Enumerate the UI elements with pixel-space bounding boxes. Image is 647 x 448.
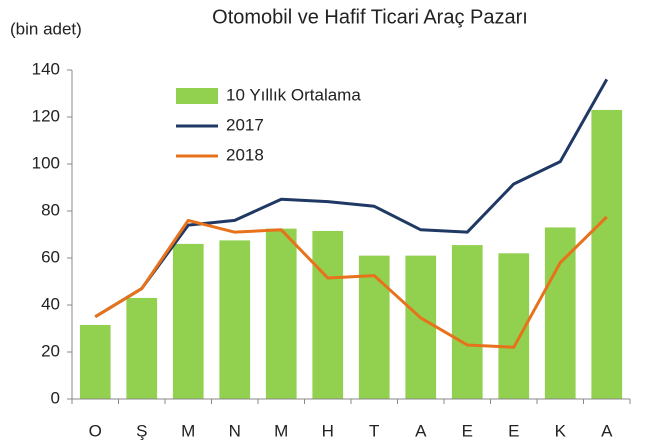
x-tick-label: M — [274, 421, 288, 440]
x-tick-label: A — [601, 421, 613, 440]
legend-label: 10 Yıllık Ortalama — [226, 85, 361, 104]
legend-label: 2018 — [226, 145, 264, 164]
bar — [265, 228, 297, 399]
x-tick-label: Ş — [136, 421, 147, 440]
y-tick-label: 20 — [41, 341, 60, 360]
bar — [172, 243, 204, 399]
bar — [591, 109, 623, 399]
bar — [451, 245, 483, 399]
x-tick-label: E — [508, 421, 519, 440]
x-tick-label: E — [462, 421, 473, 440]
y-tick-label: 120 — [32, 106, 60, 125]
line — [94, 78, 609, 319]
x-tick-label: T — [369, 421, 379, 440]
line — [94, 215, 608, 349]
y-tick-label: 140 — [32, 59, 60, 78]
legend-swatch — [176, 88, 218, 104]
bar — [358, 255, 390, 399]
bar — [405, 255, 437, 399]
x-tick-label: M — [181, 421, 195, 440]
x-tick-label: K — [555, 421, 567, 440]
y-axis-label: (bin adet) — [10, 19, 82, 38]
y-tick-label: 100 — [32, 153, 60, 172]
bar — [544, 227, 576, 399]
chart-title: Otomobil ve Hafif Ticari Araç Pazarı — [212, 6, 528, 28]
x-tick-label: O — [89, 421, 102, 440]
legend-label: 2017 — [226, 115, 264, 134]
y-tick-label: 80 — [41, 200, 60, 219]
y-tick-label: 40 — [41, 294, 60, 313]
x-tick-label: A — [415, 421, 427, 440]
bar — [312, 230, 344, 399]
bar — [79, 324, 111, 399]
bar — [219, 240, 251, 399]
y-tick-label: 0 — [51, 388, 60, 407]
x-tick-label: H — [322, 421, 334, 440]
y-tick-label: 60 — [41, 247, 60, 266]
x-tick-label: N — [229, 421, 241, 440]
bar — [126, 297, 158, 399]
